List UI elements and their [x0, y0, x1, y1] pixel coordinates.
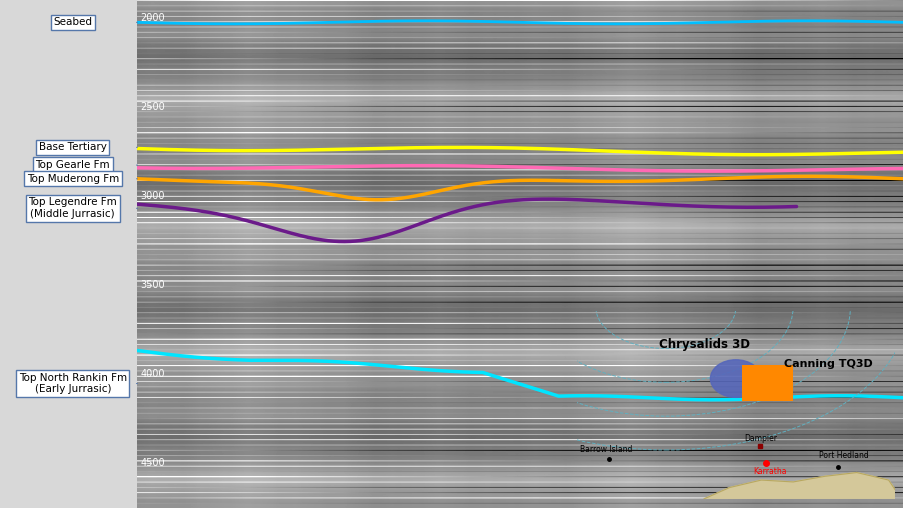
Text: Top Legendre Fm
(Middle Jurrasic): Top Legendre Fm (Middle Jurrasic) — [28, 198, 117, 219]
Text: Top Gearle Fm: Top Gearle Fm — [35, 160, 110, 170]
Text: Chrysalids 3D: Chrysalids 3D — [659, 338, 749, 352]
Text: Canning TQ3D: Canning TQ3D — [783, 359, 871, 369]
Text: Dampier: Dampier — [743, 434, 776, 442]
Text: Karratha: Karratha — [752, 467, 786, 477]
Text: 3500: 3500 — [140, 280, 165, 290]
Text: 2000: 2000 — [140, 13, 165, 23]
Text: 4000: 4000 — [140, 369, 164, 379]
Polygon shape — [703, 472, 894, 499]
Text: 2500: 2500 — [140, 102, 165, 112]
Ellipse shape — [710, 360, 760, 397]
Text: 4500: 4500 — [140, 458, 165, 468]
Text: Base Tertiary: Base Tertiary — [39, 142, 107, 152]
Text: Barrow Island: Barrow Island — [580, 445, 631, 454]
Text: Seabed: Seabed — [53, 17, 92, 27]
Text: 3000: 3000 — [140, 191, 164, 201]
Text: Top North Rankin Fm
(Early Jurrasic): Top North Rankin Fm (Early Jurrasic) — [19, 373, 126, 394]
Bar — [741, 365, 792, 401]
Text: Port Hedland: Port Hedland — [818, 451, 868, 460]
Text: Top Muderong Fm: Top Muderong Fm — [26, 174, 119, 184]
